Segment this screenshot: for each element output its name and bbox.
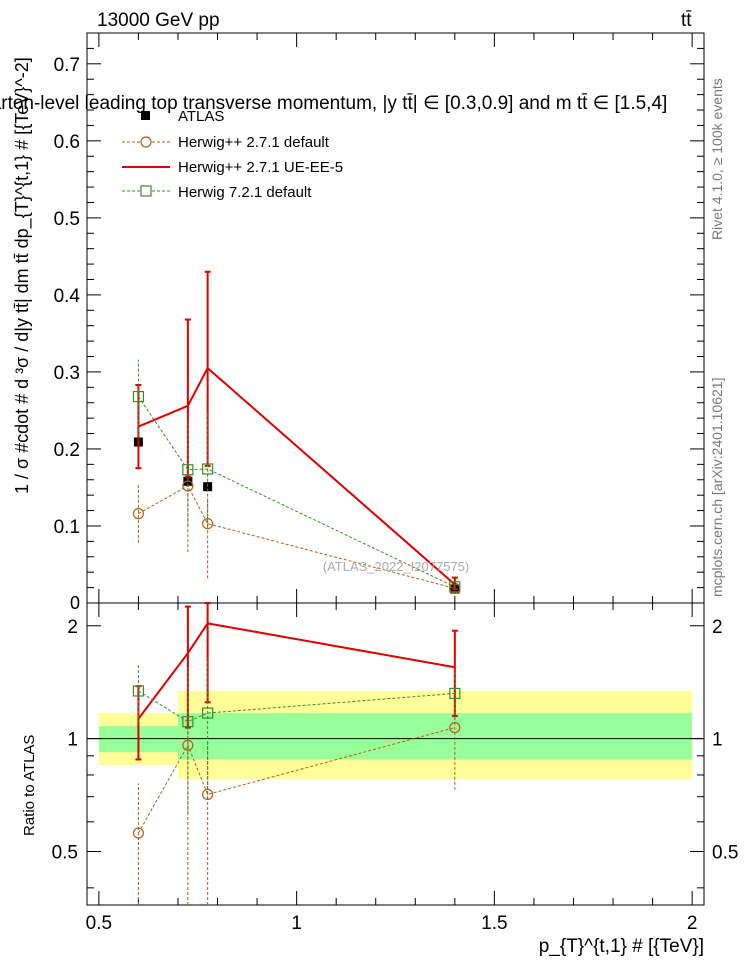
ratio-point-herwig_default — [132, 827, 145, 839]
ratio-xtick-label: 2 — [687, 913, 698, 934]
main-point-herwig7 — [132, 390, 145, 403]
ratio-xlabel: p_{T}^{t,1} # [{TeV}] — [539, 936, 704, 957]
ratio-frame — [86, 602, 705, 906]
ratio-ytick-label-right: 1 — [712, 730, 723, 751]
ratio-band-inner-1 — [177, 713, 693, 760]
main-ytick-label: 0.1 — [54, 517, 80, 538]
main-ytick-label: 0.6 — [54, 132, 80, 153]
legend-herwig-default-marker — [140, 136, 152, 148]
main-line-herwig_default — [138, 485, 455, 589]
ratio-line-herwig_default — [137, 727, 455, 834]
process-label: tt̄ — [681, 10, 692, 31]
main-ytick-label: 0.7 — [54, 55, 80, 76]
legend-label-herwig-default: Herwig++ 2.7.1 default — [178, 134, 330, 151]
main-ylabel: 1 / σ #cdot # d ³σ / d|y tt̄| dm tt̄ dp_… — [12, 57, 33, 494]
main-point-herwig7 — [202, 463, 214, 475]
ratio-ylabel: Ratio to ATLAS — [21, 735, 38, 836]
legend-atlas-marker — [141, 111, 150, 120]
main-ytick-label: 0.3 — [54, 363, 80, 384]
ratio-ytick-label-left: 1 — [67, 730, 78, 751]
main-ytick-label: 0.4 — [54, 286, 81, 307]
main-ytick-label: 0.2 — [54, 440, 80, 461]
energy-label: 13000 GeV pp — [97, 10, 220, 31]
ratio-ytick-label-right: 0.5 — [712, 843, 738, 864]
legend-label-herwig7: Herwig 7.2.1 default — [178, 184, 312, 201]
ratio-ytick-label-left: 2 — [67, 617, 78, 638]
ratio-xtick-label: 1.5 — [481, 913, 507, 934]
main-point-herwig7 — [449, 581, 461, 593]
ratio-xtick-label: 1 — [291, 913, 302, 934]
mcplots-label: mcplots.cern.ch [arXiv:2401.10621] — [709, 378, 725, 597]
main-line-herwig_ueee5 — [138, 366, 456, 586]
ratio-point-herwig_default — [182, 739, 194, 751]
ratio-point-herwig7 — [182, 716, 194, 728]
tick-labels: 0.1 0.2 0.3 0.4 0.5 0.6 0.7 0.5 1 1.5 2 0.5 0.5 1 1 2 2 — [52, 55, 739, 934]
main-point-herwig_default — [202, 518, 214, 530]
rivet-version-label: Rivet 4.1.0, ≥ 100k events — [709, 78, 725, 240]
legend-herwig7-marker — [140, 185, 152, 197]
ratio-xtick-label: 0.5 — [86, 913, 112, 934]
ratio-point-herwig7 — [202, 707, 214, 719]
main-title: Parton-level leading top transverse mome… — [0, 93, 667, 114]
legend-label-herwig-ueee5: Herwig++ 2.7.1 UE-EE-5 — [178, 159, 343, 176]
ratio-point-herwig7 — [449, 687, 461, 700]
ratio-line-herwig_ueee5 — [137, 622, 456, 720]
ratio-point-herwig_default — [449, 722, 461, 734]
main-ytick-label: 0.5 — [54, 209, 80, 230]
ratio-series-group — [132, 602, 461, 905]
main-point-herwig_default — [132, 508, 145, 520]
ratio-uncertainty-bands — [87, 690, 704, 780]
legend-label-atlas: ATLAS — [178, 108, 224, 125]
ratio-ytick-label-right: 2 — [712, 617, 723, 638]
ratio-point-herwig_default — [202, 788, 214, 801]
main-ytick-label-0: 0 — [70, 593, 80, 613]
main-series-group — [132, 270, 461, 594]
analysis-watermark: (ATLAS_2022_I2077575) — [323, 559, 469, 574]
ratio-point-herwig7 — [132, 685, 145, 697]
legend: ATLAS Herwig++ 2.7.1 default Herwig++ 2.… — [122, 108, 343, 201]
main-line-herwig7 — [138, 396, 456, 588]
main-point-herwig7 — [182, 464, 194, 476]
ratio-ytick-label-left: 0.5 — [52, 843, 78, 864]
